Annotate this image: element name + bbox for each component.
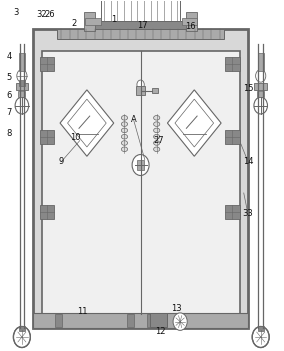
Text: 7: 7 [7,108,12,117]
Bar [254,83,267,90]
Bar [136,86,145,95]
Circle shape [15,97,29,114]
Bar [257,91,264,97]
Polygon shape [168,90,221,156]
Circle shape [252,326,269,347]
Bar [181,18,197,25]
Text: 26: 26 [45,10,55,19]
Circle shape [173,313,187,330]
Text: 16: 16 [185,22,195,32]
Bar [42,51,239,313]
Ellipse shape [154,147,160,152]
Ellipse shape [154,122,160,126]
Bar [101,0,180,21]
Ellipse shape [121,141,128,145]
Circle shape [132,154,149,176]
Ellipse shape [154,134,160,139]
Bar [225,205,239,219]
Bar [33,29,248,327]
Bar [85,18,101,25]
Text: 6: 6 [7,91,12,100]
Bar [84,12,95,32]
Circle shape [13,326,30,347]
Bar [40,205,55,219]
Bar [40,130,55,144]
Bar [19,326,25,331]
Bar [225,57,239,71]
Circle shape [17,69,27,82]
Text: 15: 15 [243,84,253,93]
Text: A: A [131,115,136,124]
Bar [127,314,134,327]
Ellipse shape [121,128,128,133]
Text: 9: 9 [59,157,64,166]
Text: 32: 32 [36,10,47,19]
Bar [258,53,264,71]
Text: 27: 27 [154,136,164,145]
Bar [40,57,55,71]
Text: 8: 8 [7,129,12,138]
Text: 13: 13 [171,304,181,313]
Bar [18,91,25,97]
Bar [147,314,154,327]
Text: 33: 33 [243,210,253,218]
Bar [225,130,239,144]
Circle shape [256,69,266,82]
Text: 14: 14 [243,157,253,166]
Bar [91,21,193,29]
Bar [152,88,158,93]
Ellipse shape [154,115,160,120]
Ellipse shape [121,122,128,126]
Bar [151,313,168,326]
Text: 3: 3 [14,8,19,18]
Text: 2: 2 [72,19,77,28]
Bar [258,326,264,331]
Bar [137,160,144,170]
Text: 5: 5 [7,73,12,82]
Text: 12: 12 [155,326,166,336]
Text: 1: 1 [111,15,116,25]
Ellipse shape [154,141,160,145]
Ellipse shape [121,134,128,139]
Circle shape [254,97,268,114]
Ellipse shape [121,147,128,152]
Circle shape [137,80,144,89]
Ellipse shape [154,128,160,133]
Bar [19,80,25,86]
Ellipse shape [121,115,128,120]
Text: 4: 4 [7,52,12,61]
Bar [33,313,248,327]
Bar [57,29,224,39]
Bar [55,314,62,327]
Bar [186,12,197,32]
Polygon shape [60,90,114,156]
Bar [16,83,28,90]
Text: 10: 10 [70,133,81,141]
Text: 17: 17 [137,21,147,31]
Text: 11: 11 [78,307,88,316]
Bar [19,53,25,71]
